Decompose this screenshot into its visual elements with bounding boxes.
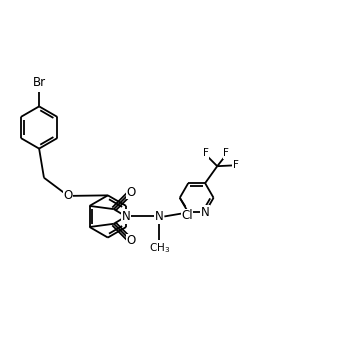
- Text: N: N: [155, 210, 163, 223]
- Text: O: O: [126, 185, 135, 199]
- Text: Br: Br: [33, 77, 46, 89]
- Text: F: F: [233, 160, 239, 171]
- Text: N: N: [201, 206, 210, 219]
- Text: CH$_3$: CH$_3$: [149, 242, 170, 255]
- Text: Cl: Cl: [181, 209, 193, 222]
- Text: F: F: [203, 148, 209, 158]
- Text: O: O: [126, 234, 135, 247]
- Text: N: N: [122, 210, 130, 223]
- Text: F: F: [223, 148, 229, 158]
- Text: O: O: [64, 189, 73, 203]
